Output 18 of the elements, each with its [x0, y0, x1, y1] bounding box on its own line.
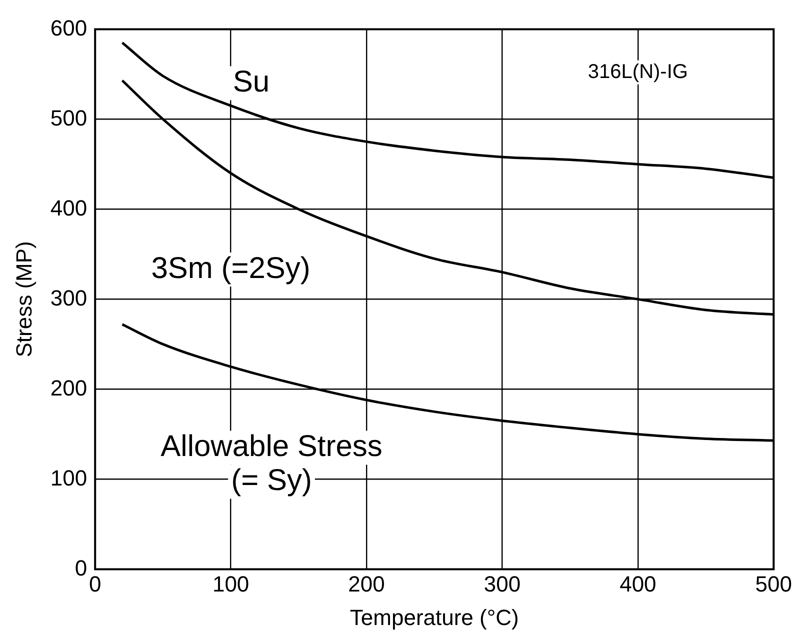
- y-tick-label: 500: [50, 105, 88, 130]
- annotation: 316L(N)-IG: [588, 60, 688, 83]
- annotation: Su: [232, 65, 270, 98]
- y-axis-title: Stress (MP): [11, 241, 36, 358]
- x-tick-label: 300: [484, 571, 521, 596]
- annotation: Allowable Stress (= Sy): [160, 430, 382, 497]
- y-tick-label: 200: [50, 375, 88, 400]
- x-tick-label: 100: [212, 571, 250, 596]
- y-tick-label: 100: [50, 465, 88, 490]
- x-tick-label: 200: [348, 571, 385, 596]
- y-tick-label: 600: [50, 15, 88, 40]
- x-tick-label: 400: [620, 571, 656, 596]
- x-axis-title: Temperature (°C): [350, 604, 519, 630]
- y-tick-label: 300: [50, 285, 88, 310]
- y-tick-label: 400: [50, 195, 88, 220]
- y-tick-label: 0: [74, 555, 88, 580]
- annotation: 3Sm (=2Sy): [151, 252, 310, 285]
- x-tick-label: 500: [755, 571, 792, 596]
